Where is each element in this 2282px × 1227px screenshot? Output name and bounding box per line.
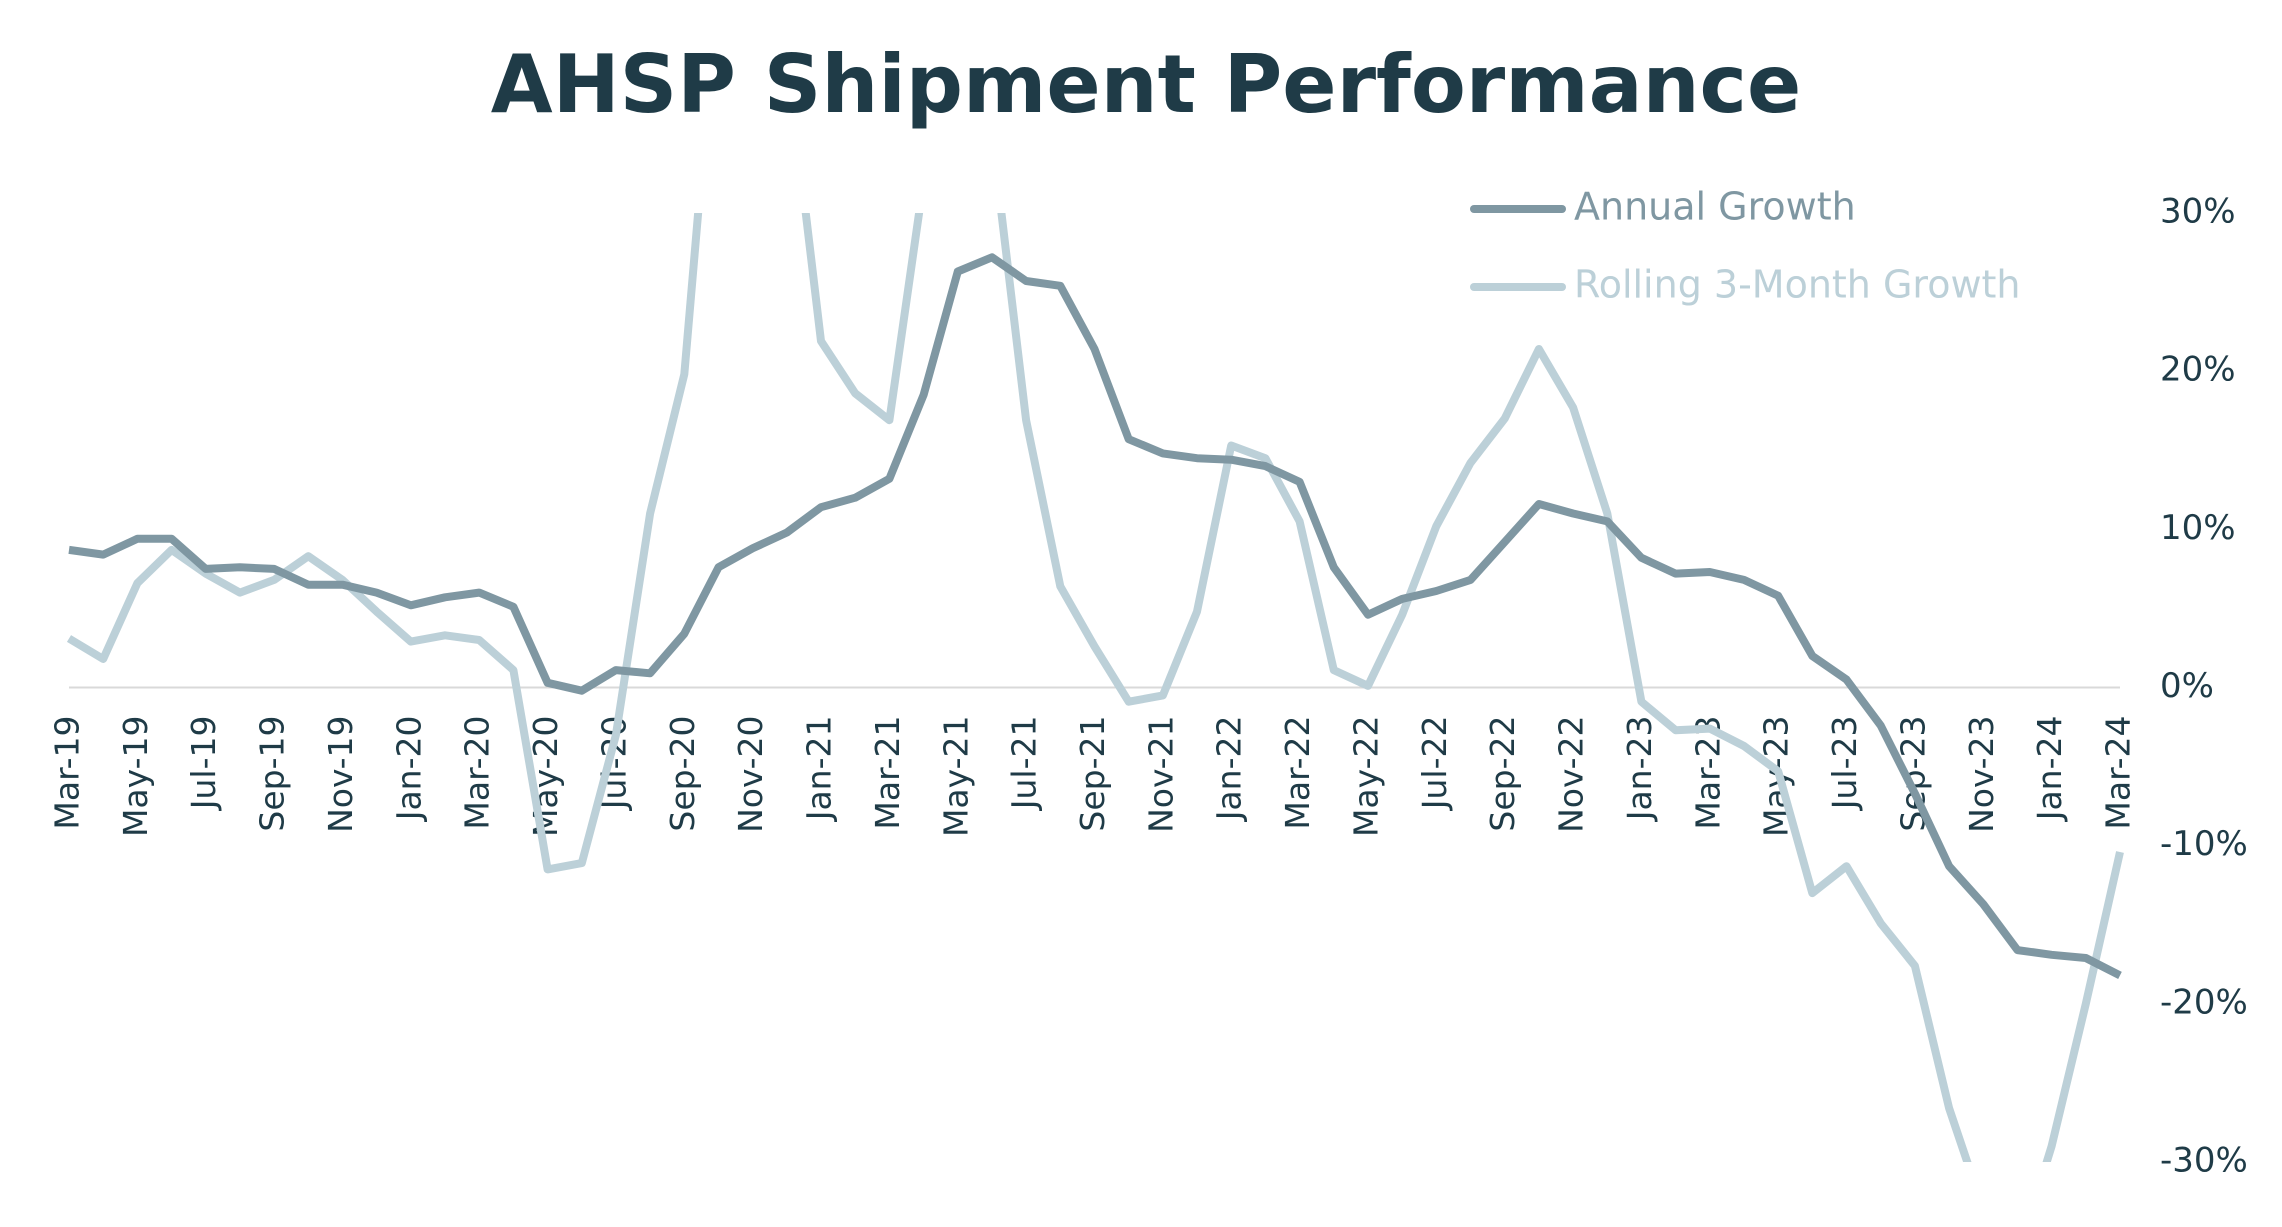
x-tick-label: Mar-20 bbox=[458, 716, 497, 830]
series-line bbox=[68, 253, 2122, 979]
x-tick-label: Nov-19 bbox=[321, 716, 360, 833]
x-tick-label: Mar-24 bbox=[2099, 716, 2138, 830]
x-tick-label: Sep-20 bbox=[663, 716, 702, 832]
x-tick-label: Sep-22 bbox=[1483, 716, 1522, 832]
x-tick-label: Nov-22 bbox=[1552, 716, 1591, 833]
x-tick-label: May-22 bbox=[1346, 716, 1385, 838]
x-tick-label: May-19 bbox=[116, 716, 155, 838]
x-tick-label: Jan-21 bbox=[800, 716, 839, 823]
y-tick-label: 30% bbox=[2160, 192, 2236, 232]
y-tick-label: -20% bbox=[2160, 982, 2248, 1022]
series-line bbox=[66, 213, 2124, 1162]
legend-label: Rolling 3-Month Growth bbox=[1574, 263, 2021, 307]
x-tick-label: Jan-24 bbox=[2030, 716, 2069, 823]
x-tick-label: Jan-23 bbox=[1620, 716, 1659, 823]
x-tick-label: Nov-21 bbox=[1141, 716, 1180, 833]
y-tick-label: 20% bbox=[2160, 350, 2236, 390]
x-tick-label: Sep-19 bbox=[253, 716, 292, 832]
x-tick-label: Nov-23 bbox=[1962, 715, 2001, 832]
x-tick-label: Nov-20 bbox=[731, 716, 770, 833]
legend-label: Annual Growth bbox=[1574, 185, 1856, 229]
y-tick-label: 0% bbox=[2160, 666, 2214, 706]
x-tick-label: Mar-21 bbox=[868, 716, 907, 830]
x-tick-label: Jul-21 bbox=[1005, 716, 1044, 812]
x-tick-label: Jul-22 bbox=[1415, 716, 1454, 812]
chart-title: AHSP Shipment Performance bbox=[491, 38, 1801, 131]
x-tick-label: Jul-19 bbox=[184, 716, 223, 812]
y-tick-label: -30% bbox=[2160, 1141, 2248, 1181]
x-tick-label: Mar-19 bbox=[48, 716, 87, 830]
x-tick-label: Jan-20 bbox=[389, 716, 428, 823]
x-tick-label: May-21 bbox=[936, 715, 975, 837]
y-tick-label: 10% bbox=[2160, 508, 2236, 548]
x-tick-label: Jan-22 bbox=[1210, 716, 1249, 823]
x-tick-label: Jul-23 bbox=[1825, 716, 1864, 812]
x-tick-label: Sep-21 bbox=[1073, 716, 1112, 832]
plot-area bbox=[66, 213, 2124, 1162]
y-tick-label: -10% bbox=[2160, 824, 2248, 864]
x-tick-label: Mar-22 bbox=[1278, 716, 1317, 830]
